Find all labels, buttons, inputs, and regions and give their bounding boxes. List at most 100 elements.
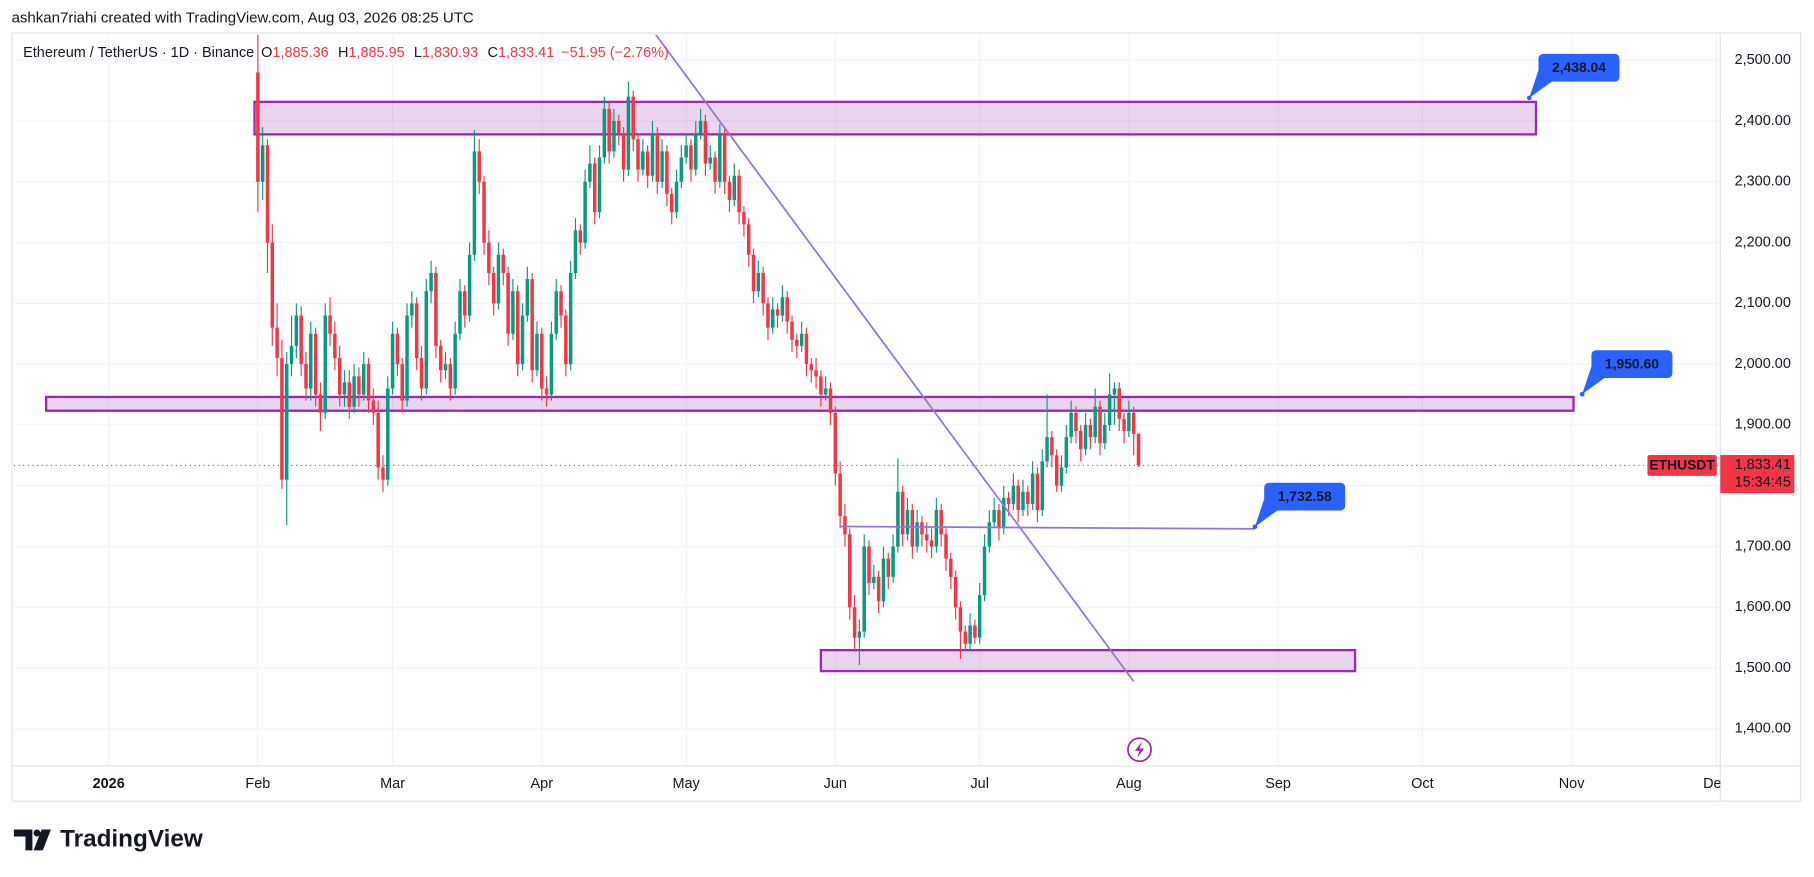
candle-body xyxy=(650,133,655,176)
x-tick-label: 2026 xyxy=(93,776,125,792)
candle-body xyxy=(1059,467,1064,486)
logo-text: TradingView xyxy=(60,825,203,852)
candle-body xyxy=(1016,485,1020,511)
candle-body xyxy=(713,157,717,182)
x-tick-label: Jul xyxy=(970,776,988,792)
candle-body xyxy=(944,534,948,559)
candle-body xyxy=(973,625,977,638)
candle-body xyxy=(448,364,453,389)
legend-value: 1,885.36 xyxy=(272,45,328,61)
candle-body xyxy=(434,272,438,346)
candle-body xyxy=(294,315,299,346)
candle-body xyxy=(848,534,852,608)
candle-body xyxy=(592,163,597,213)
candle-body xyxy=(785,297,789,322)
candle-body xyxy=(698,121,703,134)
candle-body xyxy=(1088,424,1093,438)
candle-body xyxy=(313,333,318,395)
price-badge xyxy=(1720,455,1795,494)
candle-body xyxy=(496,254,501,304)
candle-body xyxy=(823,388,828,395)
legend-change: −51.95 (−2.76%) xyxy=(561,45,669,61)
x-tick-label: Dec xyxy=(1703,776,1729,792)
candle-body xyxy=(429,272,433,292)
candle-body xyxy=(876,576,881,602)
header: ashkan7riahi created with TradingView.co… xyxy=(12,10,474,27)
candle-body xyxy=(886,558,890,577)
candle-body xyxy=(1117,388,1121,419)
candle-body xyxy=(674,181,679,213)
candle-body xyxy=(881,558,886,602)
candle-body xyxy=(381,467,385,480)
candle-body xyxy=(963,631,967,644)
candle-body xyxy=(920,522,924,535)
candle-body xyxy=(361,364,366,395)
candle-body xyxy=(1002,497,1006,529)
y-tick-label: 2,500.00 xyxy=(1735,52,1791,68)
zone xyxy=(253,100,1538,136)
candle-body xyxy=(419,358,424,389)
candle-body xyxy=(997,510,1001,529)
candle-body xyxy=(896,491,900,547)
candle-body xyxy=(289,345,294,365)
candle-body xyxy=(1064,437,1069,468)
candle-body xyxy=(949,558,953,577)
candle-body xyxy=(535,333,539,371)
candle-body xyxy=(1093,406,1097,438)
candle-body xyxy=(578,230,583,243)
y-tick-label: 2,000.00 xyxy=(1735,356,1791,372)
candle-body xyxy=(463,291,467,316)
x-tick-label: Apr xyxy=(531,776,554,792)
candle-body xyxy=(862,546,866,632)
candle-body xyxy=(270,242,275,328)
candle-body xyxy=(1069,412,1073,438)
candle-body xyxy=(405,315,409,401)
legend-key: C xyxy=(487,45,497,61)
candle-body xyxy=(1040,461,1044,511)
candle-body xyxy=(915,522,919,547)
candle-body xyxy=(809,364,814,371)
candle-body xyxy=(722,133,727,182)
logo: TradingView xyxy=(13,825,203,852)
candle-body xyxy=(977,595,982,638)
candle-body xyxy=(780,297,785,316)
candle-body xyxy=(1050,437,1054,456)
candle-body xyxy=(1103,424,1107,444)
candle-body xyxy=(472,151,477,255)
candle-body xyxy=(891,546,895,577)
candle-body xyxy=(828,388,833,413)
candle-body xyxy=(280,358,284,480)
candle-body xyxy=(746,224,751,255)
candle-body xyxy=(843,516,847,535)
x-tick-label: Mar xyxy=(380,776,405,792)
candle-body xyxy=(1045,437,1049,462)
callout-text: 1,950.60 xyxy=(1605,355,1659,371)
candle-body xyxy=(568,272,573,365)
candle-body xyxy=(684,145,688,158)
callout-anchor xyxy=(1526,95,1532,101)
candle-body xyxy=(766,303,770,328)
x-tick-label: May xyxy=(672,776,700,792)
legend-value: 1,833.41 xyxy=(498,45,554,61)
candle-body xyxy=(660,151,664,182)
candle-body xyxy=(804,333,809,365)
candle-body xyxy=(501,254,506,273)
candle-body xyxy=(256,72,260,182)
symbol-badge xyxy=(1647,455,1717,476)
candle-body xyxy=(414,303,419,359)
y-tick-label: 1,500.00 xyxy=(1735,660,1791,676)
candle-body xyxy=(1011,485,1016,504)
callout-box xyxy=(1591,350,1673,378)
candle-body xyxy=(352,376,356,407)
candle-body xyxy=(852,607,857,638)
candle-body xyxy=(357,376,361,395)
candle-body xyxy=(612,121,616,152)
candle-body xyxy=(347,382,352,407)
candle-body xyxy=(867,546,871,583)
candle-body xyxy=(1112,388,1117,395)
candle-body xyxy=(732,175,737,201)
candle-body xyxy=(771,309,775,328)
candle-body xyxy=(284,364,289,480)
candle-body xyxy=(679,157,684,182)
